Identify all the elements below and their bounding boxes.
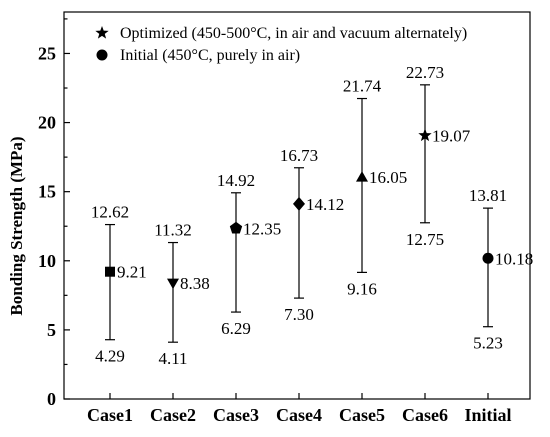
mean-value-label: 9.21 xyxy=(117,263,147,282)
y-tick-label: 0 xyxy=(47,389,56,409)
legend-entry: Initial (450°C, purely in air) xyxy=(96,47,300,64)
mean-value-label: 16.05 xyxy=(369,168,407,187)
lower-bound-label: 4.29 xyxy=(95,347,125,366)
upper-bound-label: 16.73 xyxy=(280,146,318,165)
plot-frame xyxy=(63,11,531,400)
data-marker xyxy=(105,266,115,277)
y-tick-label: 5 xyxy=(47,320,56,340)
x-tick-label: Case5 xyxy=(339,405,385,425)
data-point-case3: 14.92 6.29 12.35 xyxy=(217,171,281,338)
legend-marker xyxy=(95,26,109,39)
lower-bound-label: 9.16 xyxy=(347,279,377,298)
data-point-case2: 11.32 4.11 8.38 xyxy=(154,221,210,369)
mean-value-label: 10.18 xyxy=(495,249,533,268)
x-tick-label: Case6 xyxy=(402,405,448,425)
plot-border xyxy=(63,11,531,400)
lower-bound-label: 12.75 xyxy=(406,230,444,249)
data-marker xyxy=(356,171,368,182)
y-axis: 0 5 10 15 20 25 xyxy=(38,18,70,409)
data-point-case1: 12.62 4.29 9.21 xyxy=(91,203,147,366)
x-tick-label: Case3 xyxy=(213,405,259,425)
data-marker xyxy=(293,196,305,211)
lower-bound-label: 6.29 xyxy=(221,319,251,338)
data-point-case5: 21.74 9.16 16.05 xyxy=(343,77,407,299)
lower-bound-label: 7.30 xyxy=(284,305,314,324)
lower-bound-label: 5.23 xyxy=(473,334,503,353)
upper-bound-label: 13.81 xyxy=(469,186,507,205)
x-tick-label: Case4 xyxy=(276,405,322,425)
mean-value-label: 14.12 xyxy=(306,195,344,214)
y-tick-label: 20 xyxy=(38,113,56,133)
y-axis-label: Bonding Strength (MPa) xyxy=(7,136,26,315)
upper-bound-label: 22.73 xyxy=(406,63,444,82)
legend-entry: Optimized (450-500°C, in air and vacuum … xyxy=(95,25,467,42)
data-series: 12.62 4.29 9.21 11.32 4.11 8.38 14.92 6.29 12.35… xyxy=(91,63,533,368)
data-marker xyxy=(418,128,432,142)
upper-bound-label: 12.62 xyxy=(91,203,129,222)
data-point-case6: 22.73 12.75 19.07 xyxy=(406,63,471,249)
upper-bound-label: 21.74 xyxy=(343,77,382,96)
data-marker xyxy=(229,221,243,234)
lower-bound-label: 4.11 xyxy=(158,349,187,368)
legend-label: Initial (450°C, purely in air) xyxy=(120,47,300,64)
x-tick-label: Case1 xyxy=(87,405,133,425)
legend-label: Optimized (450-500°C, in air and vacuum … xyxy=(120,25,467,42)
x-tick-label: Case2 xyxy=(150,405,196,425)
mean-value-label: 12.35 xyxy=(243,219,281,238)
y-tick-label: 25 xyxy=(38,43,56,63)
legend-marker xyxy=(96,49,108,61)
x-axis: Case1 Case2 Case3 Case4 Case5 Case6 Initial xyxy=(87,393,512,425)
y-tick-label: 10 xyxy=(38,251,56,271)
data-point-initial: 13.81 5.23 10.18 xyxy=(469,186,533,353)
data-point-case4: 16.73 7.30 14.12 xyxy=(280,146,344,324)
upper-bound-label: 14.92 xyxy=(217,171,255,190)
upper-bound-label: 11.32 xyxy=(154,221,192,240)
y-tick-label: 15 xyxy=(38,182,56,202)
mean-value-label: 19.07 xyxy=(432,126,471,145)
data-marker xyxy=(167,278,179,290)
x-tick-label: Initial xyxy=(464,405,511,425)
legend: Optimized (450-500°C, in air and vacuum … xyxy=(95,25,467,64)
mean-value-label: 8.38 xyxy=(180,274,210,293)
data-marker xyxy=(482,252,494,264)
